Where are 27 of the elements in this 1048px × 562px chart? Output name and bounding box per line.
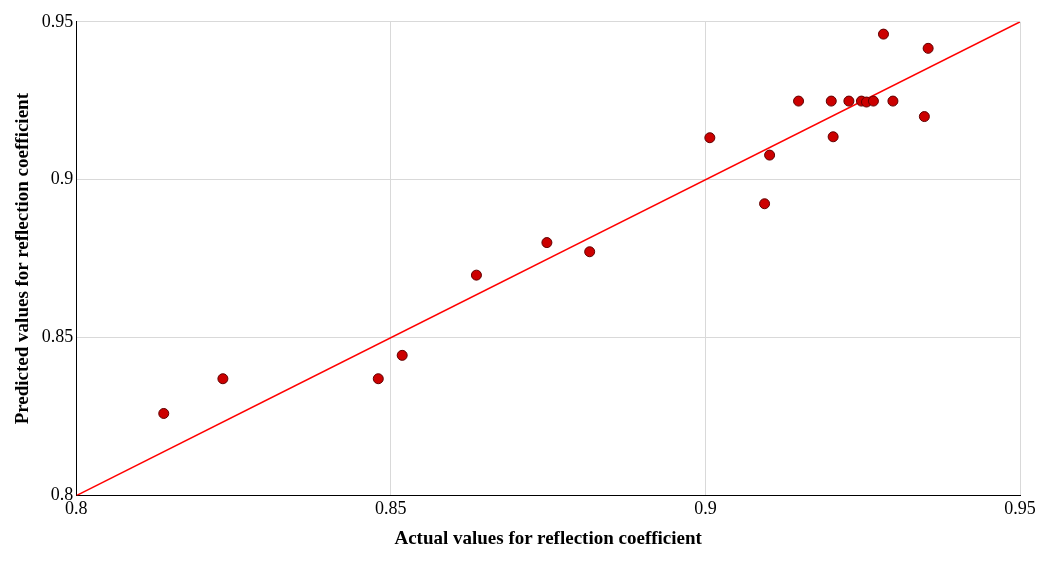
y-tick-label: 0.95: [41, 10, 74, 31]
point: [867, 95, 879, 107]
y-axis-title: Predicted values for reflection coefficient: [11, 92, 33, 425]
point: [827, 131, 839, 143]
point: [825, 95, 837, 107]
point: [541, 237, 553, 249]
point: [793, 95, 805, 107]
point: [158, 407, 170, 419]
point: [396, 349, 408, 361]
y-tick-label: 0.9: [50, 168, 74, 189]
point: [470, 269, 482, 281]
x-tick-label: 0.85: [375, 498, 407, 519]
point: [764, 149, 776, 161]
point: [759, 198, 771, 210]
point: [584, 246, 596, 258]
point: [372, 373, 384, 385]
x-tick-label: 0.95: [1004, 498, 1036, 519]
point: [843, 95, 855, 107]
point: [877, 28, 889, 40]
point: [887, 95, 899, 107]
point: [922, 42, 934, 54]
point: [217, 373, 229, 385]
x-axis-title: Actual values for reflection coefficient: [394, 526, 703, 548]
point: [918, 111, 930, 123]
x-tick-label: 0.9: [694, 498, 717, 519]
y-tick-label: 0.85: [41, 326, 74, 347]
point: [704, 132, 716, 144]
